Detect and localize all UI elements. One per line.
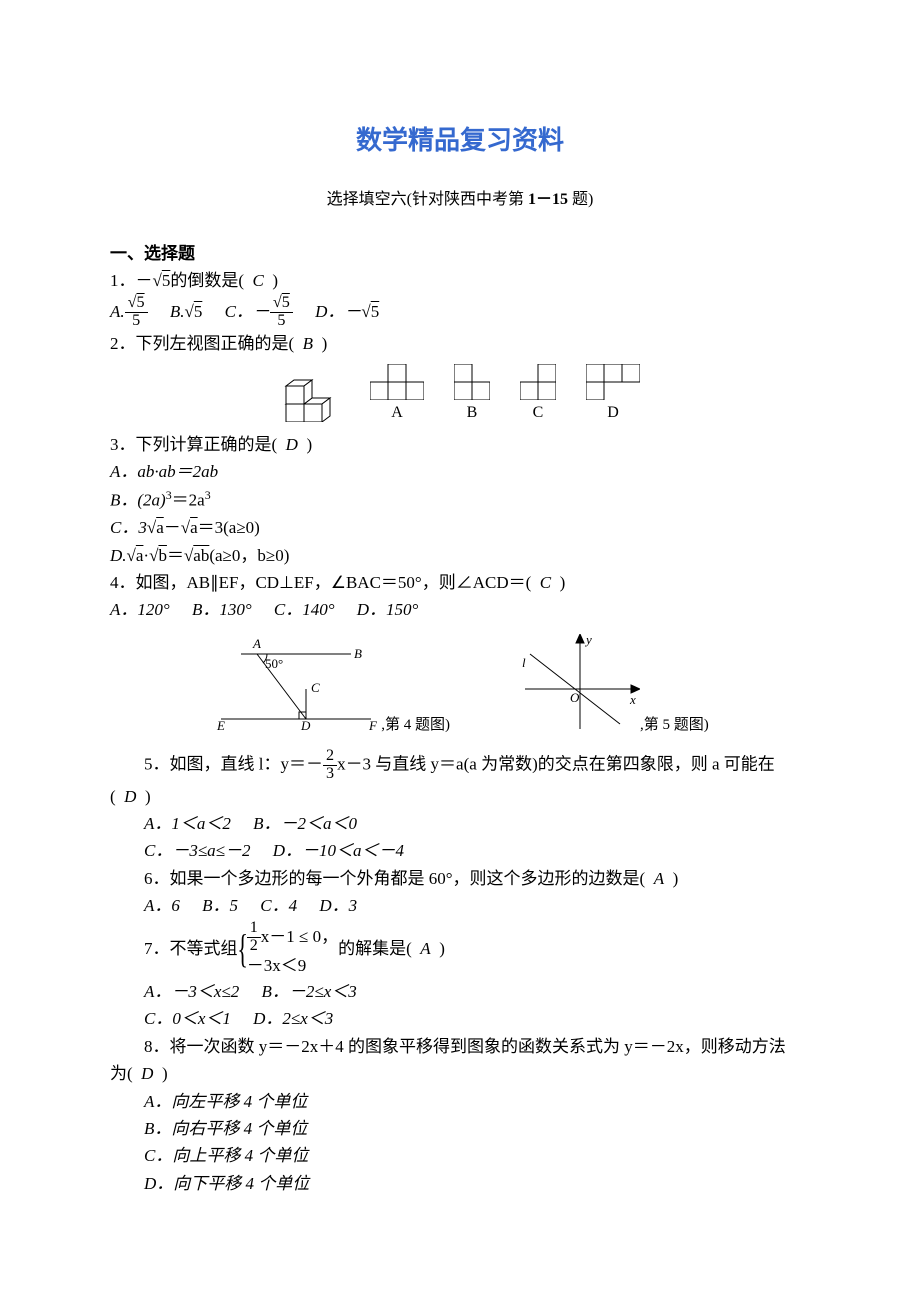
- q1: 1．－ 5的倒数是( C ): [110, 268, 810, 294]
- fig4-cap: ,第 4 题图): [381, 713, 450, 734]
- q1-A: A.55: [110, 302, 148, 321]
- fig5-cap: ,第 5 题图): [640, 713, 709, 734]
- q8-B: B．向右平移 4 个单位: [110, 1116, 810, 1142]
- fig4-F: F: [368, 718, 378, 733]
- doc-title: 数学精品复习资料: [110, 120, 810, 157]
- q5: 5．如图，直线 l：y＝－23x－3 与直线 y＝a(a 为常数)的交点在第四象…: [110, 748, 810, 783]
- q8: 8．将一次函数 y＝－2x＋4 的图象平移得到图象的函数关系式为 y＝－2x，则…: [110, 1034, 810, 1060]
- q8-D: D．向下平移 4 个单位: [110, 1171, 810, 1197]
- fig5-O: O: [570, 690, 580, 705]
- q2-D: D: [586, 364, 640, 422]
- fig4-A: A: [252, 636, 261, 651]
- q7-ans: A: [420, 936, 430, 962]
- q5-ans-row: ( D ): [110, 784, 810, 810]
- q1-sqrt-v: 5: [162, 271, 171, 290]
- q3-C: C．3a－a＝3(a≥0): [110, 515, 810, 541]
- q4-options: A．120° B．130° C．140° D．150°: [110, 597, 810, 623]
- subtitle-post: 题): [568, 191, 593, 208]
- q7: 7．不等式组 { 12x－1 ≤ 0， －3x＜9 的解集是( A ): [110, 920, 810, 978]
- q2-figrow: A B C D: [110, 364, 810, 422]
- q8-C: C．向上平移 4 个单位: [110, 1143, 810, 1169]
- q7-CD: C．0＜x＜1 D．2≤x＜3: [110, 1006, 810, 1032]
- q8-ans: D: [141, 1064, 153, 1083]
- q6: 6．如果一个多边形的每一个外角都是 60°，则这个多边形的边数是( A ): [110, 866, 810, 892]
- q6-ans: A: [654, 869, 664, 888]
- fig4-ang: 50°: [265, 656, 283, 671]
- q8-ans-row: 为( D ): [110, 1061, 810, 1087]
- q2: 2．下列左视图正确的是( B ): [110, 331, 810, 357]
- q4-B: B．130°: [192, 600, 252, 619]
- q4-C: C．140°: [274, 600, 335, 619]
- q1-C: C．－55: [225, 302, 293, 321]
- fig5-y: y: [584, 634, 592, 647]
- q3-B: B．(2a)3＝2a3: [110, 486, 810, 514]
- q3-A: A．ab·ab＝2ab: [110, 459, 810, 485]
- q1-stem-d: ): [272, 271, 278, 290]
- fig5-x: x: [629, 692, 636, 707]
- q6-options: A．6 B．5 C．4 D．3: [110, 893, 810, 919]
- q5-CD: C．－3≤a≤－2 D．－10＜a＜－4: [110, 838, 810, 864]
- fig4-E: E: [216, 718, 225, 733]
- subtitle-pre: 选择填空六(针对陕西中考第: [327, 191, 528, 208]
- q1-ans: C: [253, 271, 264, 290]
- fig-5: y x O l ,第 5 题图): [510, 634, 709, 734]
- q3-ans: D: [286, 435, 298, 454]
- q1-stem-a: 1．－: [110, 271, 153, 290]
- q7-AB: A．－3＜x≤2 B．－2≤x＜3: [110, 979, 810, 1005]
- brace-icon: {: [237, 929, 248, 969]
- doc-subtitle: 选择填空六(针对陕西中考第 1－15 题): [110, 185, 810, 209]
- q4: 4．如图，AB∥EF，CD⊥EF，∠BAC＝50°，则∠ACD＝( C ): [110, 570, 810, 596]
- q8-A: A．向左平移 4 个单位: [110, 1089, 810, 1115]
- q4-D: D．150°: [357, 600, 419, 619]
- fig4-B: B: [354, 646, 362, 661]
- q3-D: D.a·b＝ab(a≥0，b≥0): [110, 543, 810, 569]
- q2-A: A: [370, 364, 424, 422]
- q1-options: A.55 B.5 C．－55 D．－5: [110, 295, 810, 330]
- q1-sqrt: 5: [153, 271, 171, 290]
- q1-B: B.5: [170, 302, 202, 321]
- figs-4-5: A B C E D F 50° ,第 4 题图) y x O: [110, 634, 810, 734]
- q4-ans: C: [540, 573, 551, 592]
- fig4-C: C: [311, 680, 320, 695]
- q2-ans: B: [303, 334, 313, 353]
- q2-C: C: [520, 364, 556, 422]
- fig4-D: D: [300, 718, 311, 733]
- q5-AB: A．1＜a＜2 B．－2＜a＜0: [110, 811, 810, 837]
- subtitle-bold: 1－15: [528, 191, 568, 208]
- q5-ans: D: [124, 787, 136, 806]
- q4-A: A．120°: [110, 600, 170, 619]
- q2-3d: [280, 374, 340, 422]
- q7-system: 12x－1 ≤ 0， －3x＜9: [247, 920, 338, 978]
- fig5-l: l: [522, 655, 526, 670]
- fig-4: A B C E D F 50° ,第 4 题图): [211, 634, 450, 734]
- q1-D: D．－5: [315, 302, 379, 321]
- q3: 3．下列计算正确的是( D ): [110, 432, 810, 458]
- q1-stem-c: 的倒数是(: [170, 271, 244, 290]
- section-1-heading: 一、选择题: [110, 239, 810, 264]
- q2-B: B: [454, 364, 490, 422]
